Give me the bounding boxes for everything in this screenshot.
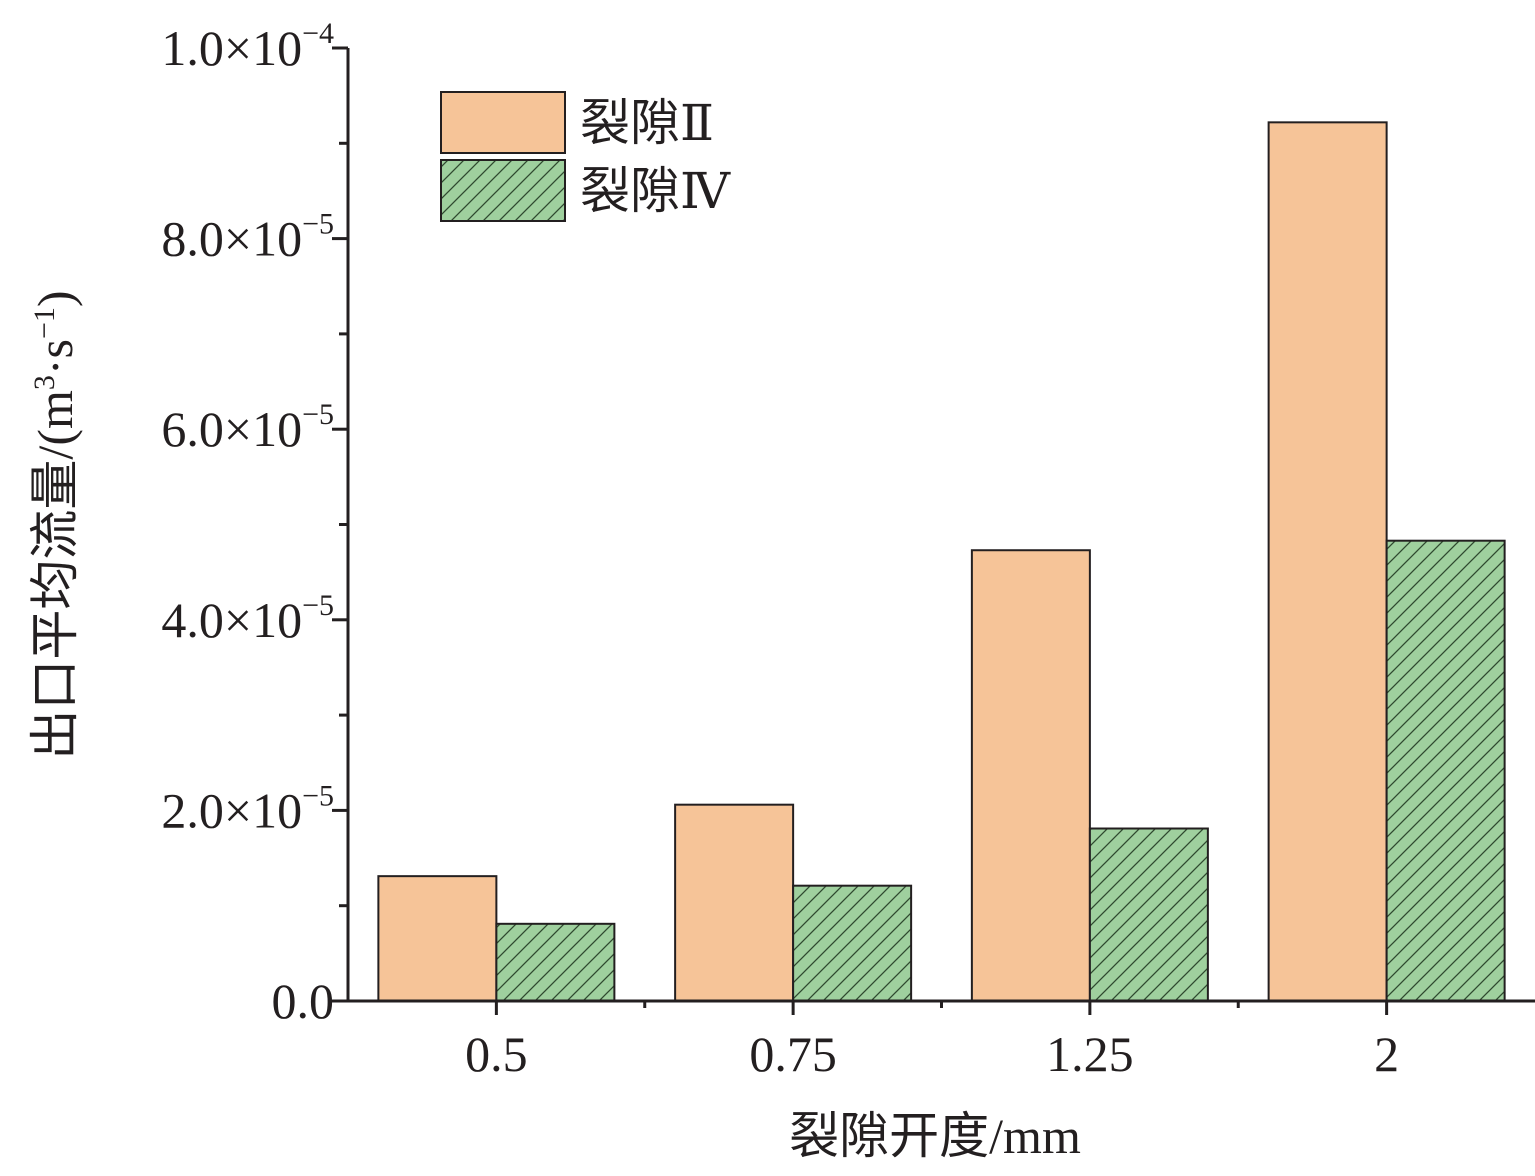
bar-fracture-iv-2 [1385, 539, 1506, 1002]
bar-fracture-iv-1.25 [1088, 827, 1209, 1003]
bar-fracture-iv-0.5 [495, 922, 616, 1003]
y-axis-title: 出口平均流量/(m3·s−1) [27, 290, 83, 759]
bar-fracture-ii-0.5 [377, 875, 498, 1002]
x-tick-label: 0.75 [749, 1026, 837, 1082]
x-tick-label: 0.5 [465, 1026, 528, 1082]
x-tick-label: 1.25 [1046, 1026, 1134, 1082]
bar-fracture-ii-0.75 [674, 803, 795, 1002]
y-tick-label: 1.0×10−4 [161, 17, 334, 76]
y-tick-label: 6.0×10−5 [161, 398, 334, 457]
bars [377, 121, 1506, 1003]
legend-label: 裂隙Ⅳ [580, 163, 731, 219]
x-axis-title: 裂隙开度/mm [789, 1108, 1081, 1164]
y-tick-label: 0.0 [272, 973, 335, 1029]
x-tick-label: 2 [1374, 1026, 1399, 1082]
bar-fracture-ii-1.25 [970, 549, 1091, 1003]
y-tick-label: 4.0×10−5 [161, 589, 334, 648]
y-tick-label: 8.0×10−5 [161, 208, 334, 267]
legend-label: 裂隙Ⅱ [580, 95, 714, 151]
legend-swatch [440, 91, 566, 154]
bar-fracture-ii-2 [1267, 121, 1388, 1003]
legend-swatch [440, 159, 566, 222]
legend: 裂隙Ⅱ 裂隙Ⅳ [440, 91, 731, 222]
bar-fracture-iv-0.75 [792, 884, 913, 1003]
y-tick-label: 2.0×10−5 [161, 779, 334, 838]
axes: 0.0 2.0×10−5 4.0×10−5 6.0×10−5 8.0×10−5 1.0×1… [161, 17, 1535, 1082]
